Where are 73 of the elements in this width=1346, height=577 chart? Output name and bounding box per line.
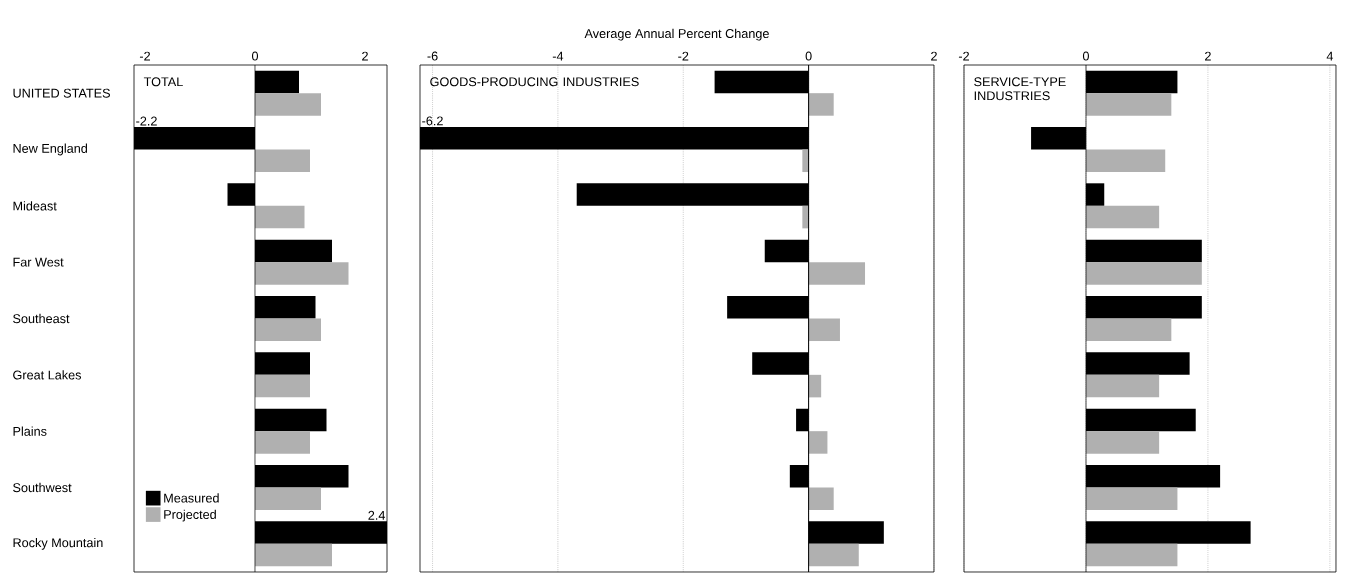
text: SERVICE-TYPE INDUSTRIES [974, 77, 1066, 101]
y-tick-label: Rocky Mountain [13, 537, 103, 550]
bar [1085, 352, 1190, 375]
bar [255, 352, 310, 375]
x-tick-label: -2 [678, 51, 689, 61]
bar [255, 262, 349, 285]
bar [255, 374, 310, 398]
bar [808, 487, 834, 511]
bar [1031, 126, 1086, 150]
x-tick-label: 0 [1082, 51, 1089, 61]
bar [808, 318, 840, 342]
x-axis-title: Average Annual Percent Change [584, 28, 769, 41]
bar [255, 543, 333, 567]
y-tick-label: New England [13, 143, 87, 156]
bar [808, 543, 859, 567]
bar [255, 239, 333, 263]
bar [1085, 70, 1178, 94]
bar [1085, 183, 1105, 206]
text: TOTAL [143, 77, 183, 87]
bar [255, 93, 322, 116]
bar [1085, 262, 1202, 285]
x-tick-label: -4 [552, 51, 564, 61]
text: GOODS-PRODUCING INDUSTRIES [430, 77, 639, 87]
bar [227, 183, 256, 206]
bar [808, 374, 822, 398]
bar [1085, 149, 1166, 173]
bar [255, 205, 305, 229]
bar [1085, 239, 1202, 263]
x-tick-label: -2 [958, 51, 969, 61]
bar [1085, 543, 1178, 567]
bar [255, 70, 299, 94]
bar [255, 149, 310, 173]
legend-label: Measured [164, 493, 219, 503]
y-tick-label: Great Lakes [13, 370, 82, 380]
data-label: 2.4 [368, 510, 386, 520]
bar [1085, 295, 1202, 319]
bar [808, 431, 828, 454]
bar [255, 431, 310, 454]
bar [255, 408, 327, 432]
bar [1085, 464, 1221, 488]
bar [1085, 521, 1251, 544]
x-tick-label: -6 [427, 51, 438, 61]
bar [808, 262, 866, 285]
y-tick-label: UNITED STATES [13, 88, 110, 98]
x-tick-label: -2 [139, 51, 151, 61]
x-tick-label: 0 [251, 51, 259, 61]
bar [255, 295, 316, 319]
x-tick-label: 2 [362, 51, 368, 61]
bar [255, 464, 349, 488]
bar [1085, 408, 1196, 432]
data-label: -6.2 [422, 116, 443, 126]
y-tick-label: Plains [13, 426, 47, 436]
data-label: -2.2 [136, 116, 157, 126]
x-tick-label: 2 [931, 51, 937, 61]
y-tick-label: Far West [13, 257, 64, 267]
bar [1085, 374, 1160, 398]
bar [802, 205, 809, 229]
x-tick-label: 0 [805, 51, 812, 61]
bar [255, 487, 322, 511]
bar [1085, 431, 1160, 454]
bar [1085, 93, 1172, 116]
x-tick-label: 4 [1326, 51, 1334, 61]
y-tick-label: Southwest [13, 482, 72, 493]
bar [255, 318, 322, 342]
bar [808, 93, 834, 116]
legend-label: Projected [164, 509, 216, 522]
x-tick-label: 2 [1205, 51, 1211, 61]
bar [802, 149, 809, 173]
bar [1085, 318, 1172, 342]
y-tick-label: Mideast [13, 201, 57, 211]
bar [1085, 205, 1160, 229]
bar [1085, 487, 1178, 511]
y-tick-label: Southeast [13, 313, 70, 324]
